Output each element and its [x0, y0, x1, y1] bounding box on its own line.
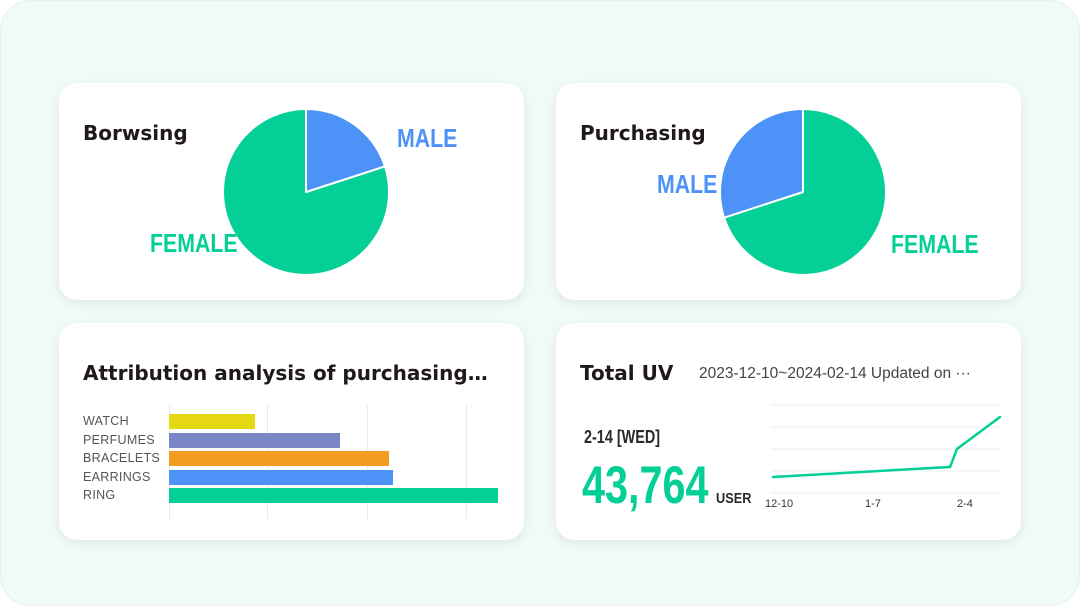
browsing-title: Borwsing: [83, 121, 188, 145]
total-uv-title: Total UV: [580, 361, 674, 385]
browsing-male-slice[interactable]: [305, 108, 386, 193]
bar-ring[interactable]: [169, 488, 498, 503]
selected-date: 2-14 [WED]: [584, 427, 661, 447]
attribution-title: Attribution analysis of purchasing…: [83, 361, 488, 385]
date-range-text: 2023-12-10~2024-02-14 Updated on ···: [699, 365, 971, 382]
bar-bracelets[interactable]: [169, 451, 390, 466]
attribution-card[interactable]: Attribution analysis of purchasing… WATC…: [59, 323, 524, 540]
uv-line-chart[interactable]: [761, 397, 1011, 517]
bar-earrings[interactable]: [169, 469, 393, 485]
bar-label-ring: RING: [83, 488, 116, 502]
purchasing-title: Purchasing: [580, 121, 706, 145]
x-tick-label: 2-4: [957, 498, 973, 510]
uv-series-line[interactable]: [771, 415, 1002, 479]
x-tick-label: 12-10: [765, 498, 794, 510]
browsing-male-label: MALE: [397, 123, 458, 153]
uv-value: 43,764: [582, 456, 709, 515]
grid-line: [466, 405, 467, 519]
purchasing-pie-chart[interactable]: [718, 107, 888, 277]
x-tick-label: 1-7: [865, 498, 881, 510]
bar-watch[interactable]: [169, 414, 255, 429]
purchasing-female-label: FEMALE: [891, 229, 979, 259]
browsing-pie-chart[interactable]: [221, 107, 391, 277]
bar-label-perfumes: PERFUMES: [83, 432, 155, 447]
browsing-female-label: FEMALE: [150, 228, 238, 258]
bar-perfumes[interactable]: [169, 432, 341, 448]
purchasing-male-slice[interactable]: [719, 108, 804, 219]
purchasing-card[interactable]: Purchasing MALE FEMALE: [556, 83, 1021, 300]
bar-label-watch: WATCH: [83, 414, 129, 428]
total-uv-card[interactable]: Total UV 2023-12-10~2024-02-14 Updated o…: [556, 323, 1021, 540]
purchasing-male-label: MALE: [657, 169, 718, 199]
bar-label-bracelets: BRACELETS: [83, 451, 161, 465]
uv-unit: USER: [716, 490, 752, 507]
browsing-card[interactable]: Borwsing MALE FEMALE: [59, 83, 524, 300]
bar-label-earrings: EARRINGS: [83, 469, 151, 484]
purchasing-female-slice[interactable]: [723, 108, 887, 276]
